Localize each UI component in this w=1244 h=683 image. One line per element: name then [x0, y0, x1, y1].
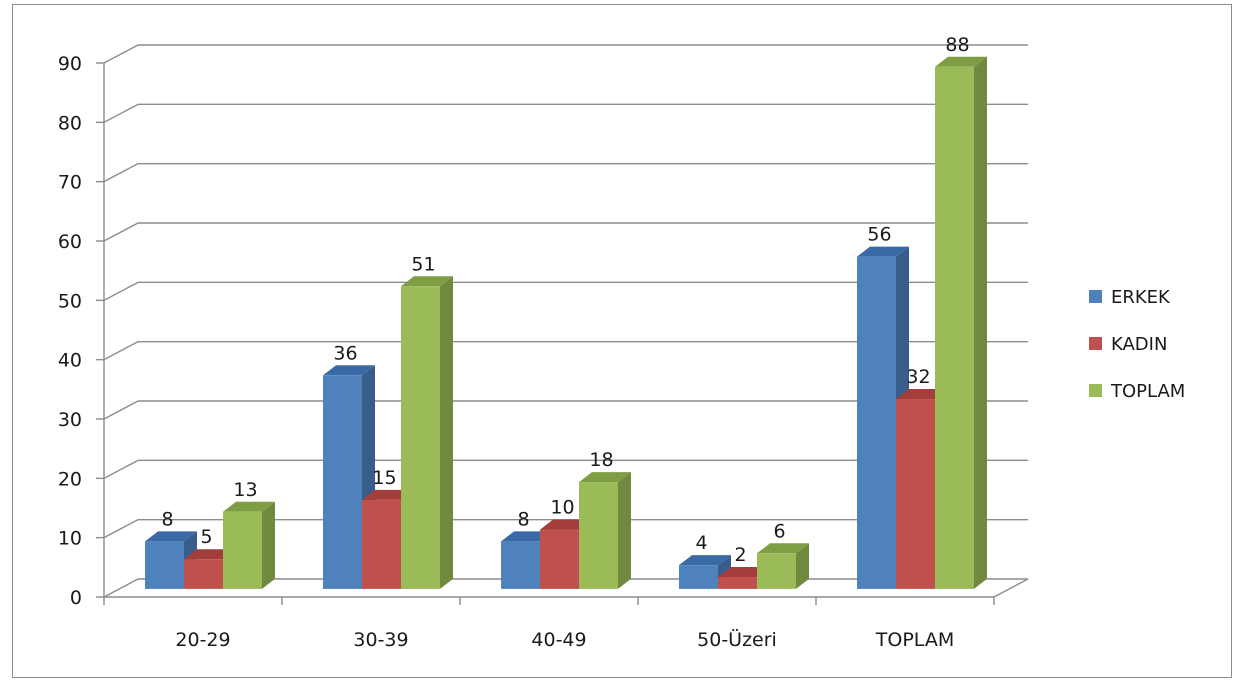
- gridline-diagonal: [103, 222, 139, 242]
- data-label: 36: [333, 342, 357, 364]
- y-tick-label: 20: [58, 468, 82, 490]
- data-label: 6: [773, 520, 785, 542]
- y-tick-label: 10: [58, 528, 82, 550]
- gridline-diagonal: [103, 163, 139, 183]
- y-tick-label: 0: [70, 587, 82, 609]
- data-label: 51: [411, 253, 435, 275]
- data-label: 8: [517, 508, 529, 530]
- bar-side: [618, 472, 631, 589]
- bar: [896, 399, 935, 589]
- bar: [540, 529, 579, 589]
- bar-top: [323, 365, 375, 376]
- x-tick-label: 50-Üzeri: [697, 628, 777, 651]
- bar: [579, 482, 618, 589]
- bars: [145, 56, 987, 589]
- legend-swatch: [1089, 337, 1102, 350]
- data-label: 56: [867, 224, 891, 246]
- bar: [857, 256, 896, 589]
- bar: [184, 559, 223, 589]
- bar: [679, 565, 718, 589]
- data-label: 4: [695, 532, 707, 554]
- bar-side: [796, 543, 809, 589]
- bar-top: [679, 555, 731, 566]
- gridline-diagonal: [103, 341, 139, 361]
- bar-side: [440, 276, 453, 589]
- data-label: 10: [550, 497, 574, 519]
- gridline-diagonal: [103, 459, 139, 479]
- bar: [362, 499, 401, 589]
- x-tick-label: TOPLAM: [875, 629, 954, 651]
- bar: [501, 541, 540, 589]
- data-labels: 8 5 13 36 15 51 8 10 18 4 2 6 56 32 88: [161, 34, 969, 566]
- x-tick-label: 30-39: [353, 629, 408, 651]
- bar-side: [974, 56, 987, 589]
- data-label: 13: [233, 479, 257, 501]
- x-tick-label: 20-29: [175, 629, 230, 651]
- bar-side: [262, 501, 275, 589]
- data-label: 2: [734, 544, 746, 566]
- bar-top: [579, 472, 631, 483]
- bar-top: [223, 501, 275, 512]
- bar-top: [857, 246, 909, 257]
- data-label: 32: [906, 366, 930, 388]
- bar: [757, 553, 796, 589]
- gridline-diagonal: [103, 103, 139, 123]
- legend-swatch: [1089, 384, 1102, 397]
- bar-top: [757, 543, 809, 554]
- bar-top: [935, 56, 987, 67]
- gridline-diagonal: [103, 400, 139, 420]
- legend-label: TOPLAM: [1110, 381, 1185, 402]
- gridline-diagonal: [103, 578, 139, 598]
- y-tick-label: 30: [58, 409, 82, 431]
- data-label: 15: [372, 467, 396, 489]
- gridline-diagonal: [103, 519, 139, 539]
- y-tick-label: 80: [58, 112, 82, 134]
- bar: [401, 286, 440, 589]
- legend-label: KADIN: [1111, 334, 1167, 355]
- gridline-diagonal: [103, 44, 139, 64]
- bar: [935, 66, 974, 589]
- data-label: 18: [589, 449, 613, 471]
- x-tick-label: 40-49: [531, 629, 586, 651]
- legend: ERKEK KADIN TOPLAM: [1089, 287, 1185, 402]
- y-tick-label: 40: [58, 350, 82, 372]
- data-label: 88: [945, 34, 969, 56]
- gridline-diagonal: [103, 281, 139, 301]
- data-label: 8: [161, 508, 173, 530]
- bar-top: [145, 531, 197, 542]
- y-tick-label: 60: [58, 231, 82, 253]
- floor-edge: [993, 578, 1029, 598]
- legend-swatch: [1089, 290, 1102, 303]
- axes: 0 10 20 30 40 50 60 70 80 90 20-29 30-39 40-49 50-Üze…: [58, 53, 1029, 651]
- bar: [718, 577, 757, 589]
- bar-top: [401, 276, 453, 287]
- bar: [145, 541, 184, 589]
- legend-label: ERKEK: [1111, 287, 1171, 308]
- bar: [223, 511, 262, 589]
- y-tick-label: 70: [58, 172, 82, 194]
- data-label: 5: [200, 526, 212, 548]
- y-tick-label: 50: [58, 290, 82, 312]
- bar: [323, 375, 362, 589]
- y-tick-label: 90: [58, 53, 82, 75]
